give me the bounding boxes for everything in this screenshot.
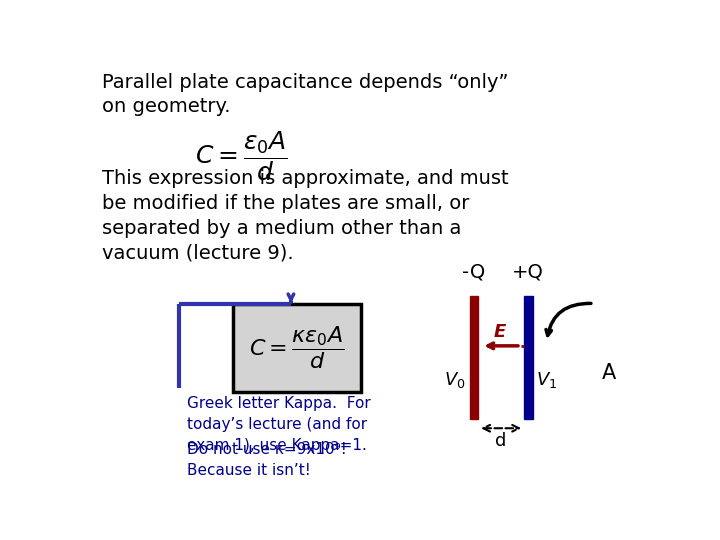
Text: $C = \dfrac{\varepsilon_0 A}{d}$: $C = \dfrac{\varepsilon_0 A}{d}$ (195, 130, 287, 183)
Text: Do not use κ=9x10⁹!
Because it isn’t!: Do not use κ=9x10⁹! Because it isn’t! (187, 442, 346, 478)
Text: -Q: -Q (462, 263, 485, 282)
Text: $V_1$: $V_1$ (536, 370, 557, 390)
Text: Parallel plate capacitance depends “only”
on geometry.: Parallel plate capacitance depends “only… (102, 72, 508, 116)
Text: Greek letter Kappa.  For
today’s lecture (and for
exam 1), use Kappa=1.: Greek letter Kappa. For today’s lecture … (187, 396, 371, 453)
Bar (469, 296, 478, 419)
Text: $V_0$: $V_0$ (444, 370, 466, 390)
Text: $C = \dfrac{\kappa\varepsilon_0 A}{d}$: $C = \dfrac{\kappa\varepsilon_0 A}{d}$ (249, 325, 345, 371)
Bar (524, 296, 533, 419)
Bar (233, 303, 361, 392)
Text: +Q: +Q (513, 263, 544, 282)
Text: A: A (601, 363, 616, 383)
Text: d: d (495, 432, 507, 450)
Text: E: E (494, 323, 506, 341)
Text: This expression is approximate, and must
be modified if the plates are small, or: This expression is approximate, and must… (102, 168, 508, 263)
